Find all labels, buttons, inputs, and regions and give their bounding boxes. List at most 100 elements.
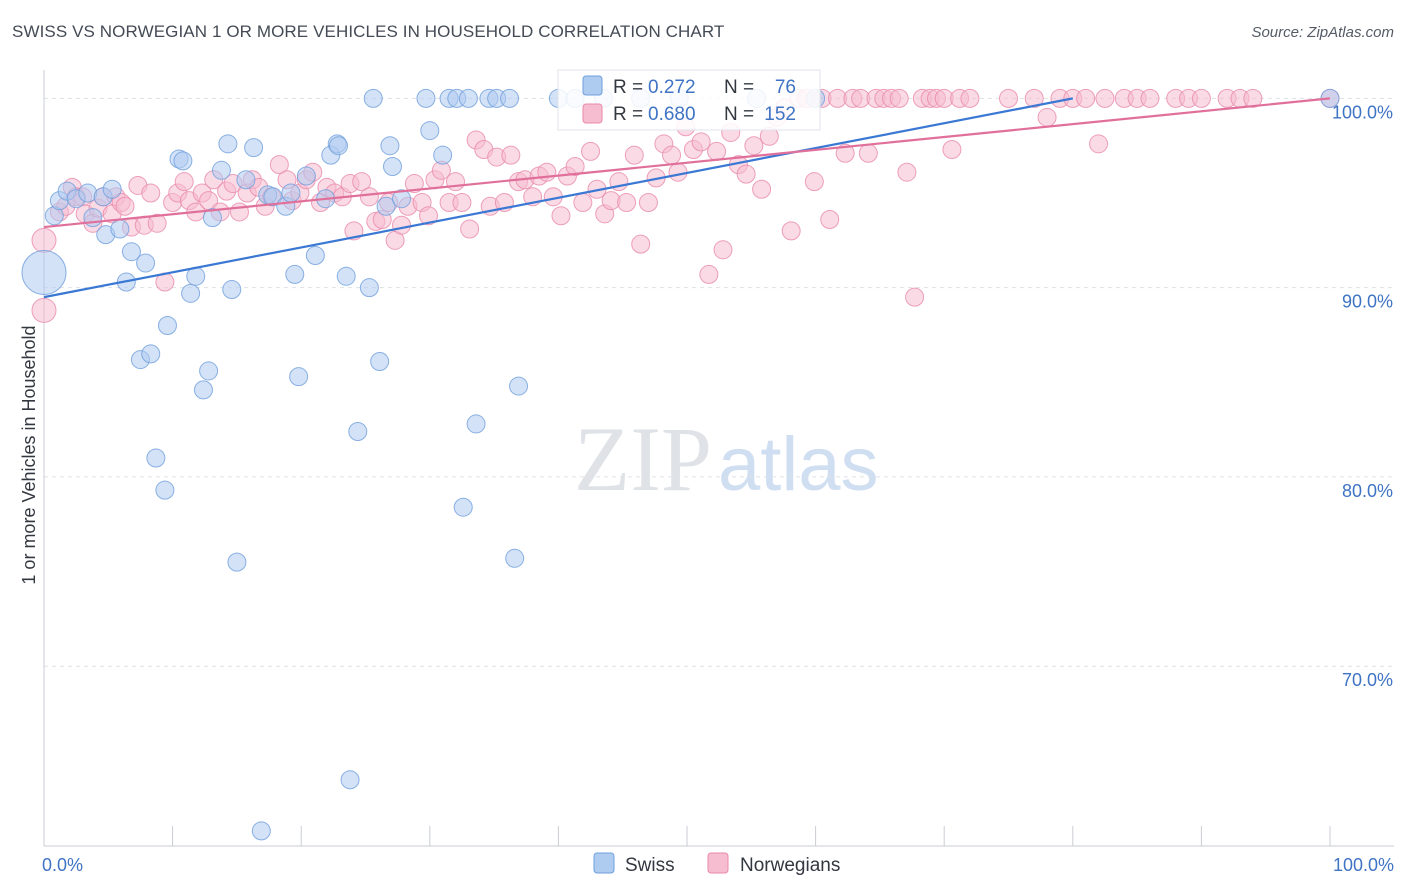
swiss-point (376, 196, 396, 216)
norwegian-point (905, 287, 925, 307)
stats-swatch-swiss (582, 75, 603, 96)
norwegian-point (713, 240, 733, 260)
y-tick-label: 80.0% (1342, 481, 1393, 501)
swiss-point (173, 151, 193, 171)
norwegian-point (359, 187, 379, 207)
norwegian-point (858, 143, 878, 163)
swiss-point (392, 189, 412, 209)
norwegian-point (631, 234, 651, 254)
series-legend: Swiss Norwegians (593, 852, 840, 876)
norwegian-point (999, 88, 1018, 108)
swiss-point (222, 280, 242, 300)
norwegian-point (229, 202, 249, 222)
norwegian-point (942, 139, 962, 159)
swiss-point (251, 821, 271, 841)
x-axis-ticks (43, 826, 1331, 846)
norwegian-point (691, 132, 711, 152)
legend-label-norwegians[interactable]: Norwegians (740, 855, 840, 876)
swiss-point (380, 136, 400, 156)
norwegian-point (1024, 88, 1044, 108)
norwegian-point (115, 196, 135, 216)
norwegian-point (1089, 134, 1109, 154)
axes (43, 70, 1394, 847)
stats-n-value-swiss: 76 (775, 77, 796, 98)
swiss-point (211, 160, 231, 180)
norwegian-point (960, 88, 980, 108)
swiss-point (458, 88, 478, 108)
swiss-point (281, 183, 301, 203)
stats-n-label-swiss: N = (724, 77, 754, 98)
swiss-point (305, 245, 325, 265)
stats-swatch-norwegians (582, 103, 603, 124)
norwegian-point (835, 143, 855, 163)
norwegian-point (617, 192, 637, 212)
stats-r-label-swiss: R = (613, 77, 643, 98)
swiss-point (336, 266, 356, 286)
norwegian-point (404, 174, 424, 194)
swiss-point (157, 316, 177, 336)
swiss-point (121, 242, 141, 262)
y-tick-label: 100.0% (1332, 102, 1393, 122)
norwegian-point (752, 179, 772, 199)
stats-n-label-norwegians: N = (724, 104, 754, 125)
swiss-point (263, 187, 283, 207)
norwegian-point (1095, 88, 1115, 108)
y-tick-labels: 70.0% 80.0% 90.0% 100.0% (1332, 102, 1393, 690)
swiss-point (363, 88, 383, 108)
x-tick-label-max: 100.0% (1333, 855, 1394, 875)
norwegian-point (707, 141, 727, 161)
norwegian-point (781, 221, 801, 241)
swiss-point (181, 283, 201, 303)
chart-title: SWISS VS NORWEGIAN 1 OR MORE VEHICLES IN… (12, 22, 725, 41)
legend-swatch-swiss[interactable] (593, 852, 615, 874)
norwegian-point (1140, 88, 1160, 108)
stats-n-value-norwegians: 152 (764, 104, 796, 125)
norwegian-point (460, 219, 480, 239)
legend-swatch-norwegians[interactable] (707, 852, 729, 874)
norwegian-point (31, 227, 57, 253)
swiss-point (227, 552, 247, 572)
norwegian-point (897, 162, 917, 182)
swiss-point (244, 138, 264, 158)
norwegian-point (699, 264, 719, 284)
stats-r-value-norwegians: 0.680 (648, 104, 696, 125)
norwegian-point (452, 192, 472, 212)
swiss-point (289, 367, 309, 387)
norwegian-point (551, 206, 571, 226)
stats-r-label-norwegians: R = (613, 104, 643, 125)
norwegian-point (1243, 88, 1263, 108)
norwegian-point (573, 192, 593, 212)
swiss-point (348, 422, 368, 442)
swiss-point (202, 208, 222, 228)
swiss-point (102, 179, 122, 199)
swiss-point (236, 170, 256, 190)
swiss-point (21, 250, 67, 296)
watermark-zip: ZIP (574, 408, 712, 510)
watermark-atlas: atlas (718, 422, 879, 507)
norwegian-point (147, 213, 167, 233)
norwegian-point (744, 136, 764, 156)
y-tick-label: 90.0% (1342, 292, 1393, 312)
swiss-point (359, 278, 379, 298)
norwegian-point (446, 172, 466, 192)
swiss-point (328, 136, 348, 156)
norwegian-point (1037, 107, 1057, 127)
legend-label-swiss[interactable]: Swiss (625, 855, 675, 876)
swiss-point (296, 166, 316, 186)
swiss-point (466, 414, 486, 434)
trend-lines (43, 97, 1331, 299)
swiss-point (420, 121, 440, 141)
norwegian-point (662, 145, 682, 165)
swiss-point (509, 376, 529, 396)
norwegian-point (501, 145, 521, 165)
swiss-point (416, 88, 436, 108)
swiss-point (340, 770, 360, 790)
trend-line-norwegians (43, 97, 1331, 229)
source-label: Source: ZipAtlas.com (1251, 24, 1394, 41)
norwegian-point (581, 141, 601, 161)
norwegian-point (352, 172, 372, 192)
y-tick-label: 70.0% (1342, 670, 1393, 690)
swiss-point (146, 448, 166, 468)
norwegian-point (419, 206, 439, 226)
